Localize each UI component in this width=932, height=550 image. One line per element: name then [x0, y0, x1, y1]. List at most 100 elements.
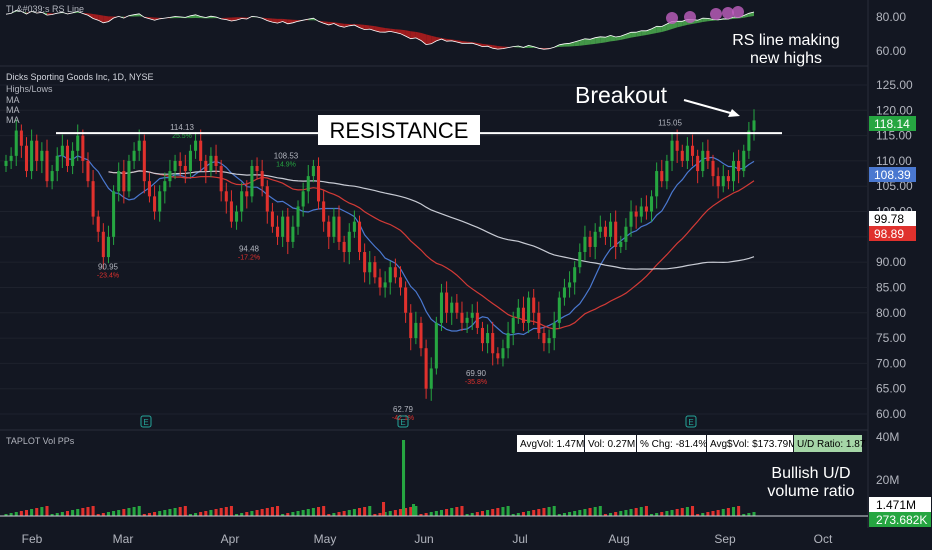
rs-fill-segment	[374, 26, 380, 33]
ma-mid-line	[108, 170, 755, 330]
volume-bar	[675, 509, 679, 516]
pivot-price: 62.79	[393, 405, 414, 414]
rs-fill-segment	[477, 42, 483, 47]
candle-body	[137, 140, 141, 151]
candle-body	[588, 236, 592, 247]
price-tick: 110.00	[876, 154, 912, 168]
volume-bar	[163, 510, 167, 516]
time-tick: Oct	[814, 532, 833, 546]
volume-bar	[655, 513, 659, 516]
candle-body	[542, 333, 546, 344]
volume-bar	[168, 509, 172, 516]
rs-fill-segment	[431, 35, 437, 44]
candle-body	[532, 297, 536, 313]
price-tick: 115.00	[876, 129, 912, 143]
candle-body	[650, 196, 654, 212]
candle-body	[14, 130, 18, 156]
time-tick: Jul	[512, 532, 527, 546]
volume-bar	[598, 506, 602, 516]
volume-current-badge-box	[869, 512, 931, 527]
volume-bar	[747, 513, 751, 516]
candle-body	[363, 252, 367, 273]
price-badge: 98.89	[874, 227, 904, 241]
volume-bar	[737, 506, 741, 516]
volume-bar	[424, 513, 428, 516]
volume-bar	[352, 509, 356, 516]
volume-bar	[50, 514, 54, 516]
candle-body	[404, 287, 408, 313]
volume-bar	[593, 507, 597, 516]
rs-fill-segment	[364, 24, 370, 30]
candle-body	[4, 160, 8, 166]
candle-body	[491, 333, 495, 354]
pivot-price: 69.90	[466, 369, 487, 378]
volume-bar	[711, 511, 715, 516]
candle-body	[562, 287, 566, 298]
rs-fill-segment	[426, 34, 432, 45]
volume-bar	[219, 508, 223, 516]
ud-ratio-box	[794, 435, 862, 452]
rs-fill-segment	[584, 38, 591, 46]
volume-bar	[434, 511, 438, 516]
candle-body	[65, 145, 70, 166]
rs-fill-segment	[656, 26, 662, 34]
volume-bar	[404, 508, 408, 516]
volume-bar	[629, 509, 633, 516]
volume-bar	[568, 512, 572, 516]
rs-fill-segment	[456, 40, 462, 44]
earnings-marker-label: E	[688, 418, 693, 427]
candle-body	[624, 226, 628, 242]
rs-fill-segment	[600, 36, 606, 44]
candle-body	[644, 206, 648, 212]
volume-panel-title: TAPLOT Vol PPs	[6, 436, 75, 446]
avgvol-stat: AvgVol: 1.47M	[520, 439, 584, 450]
volume-bar	[291, 512, 295, 516]
price-badge-box	[869, 167, 916, 182]
volume-bar	[96, 514, 100, 516]
rs-fill-segment	[344, 23, 350, 28]
price-tick: 60.00	[876, 407, 906, 421]
pctchg-stat: % Chg: -81.4%	[640, 439, 707, 450]
volume-bar	[281, 514, 285, 516]
pctchg-box	[637, 435, 706, 452]
candle-body	[147, 181, 151, 197]
candle-body	[209, 155, 213, 172]
volume-bar	[158, 511, 162, 516]
volume-bar	[245, 512, 249, 516]
volume-bar	[45, 506, 49, 516]
volume-bar	[255, 510, 259, 516]
volume-bar	[260, 509, 264, 516]
volume-bar	[4, 514, 8, 516]
candle-body	[711, 160, 715, 177]
price-badge: 99.78	[874, 212, 904, 226]
candle-body	[240, 191, 244, 212]
earnings-marker	[685, 415, 697, 428]
volume-bar	[460, 506, 464, 516]
volume-avg-badge: 1.471M	[876, 498, 916, 512]
candle-body	[50, 171, 54, 182]
rs-fill-segment	[641, 30, 647, 36]
volume-bar	[357, 508, 362, 516]
candle-body	[158, 191, 162, 212]
candle-body	[255, 165, 259, 172]
avgvol-box	[517, 435, 584, 452]
volume-bar	[76, 509, 80, 516]
candle-body	[527, 297, 531, 323]
candle-body	[168, 171, 172, 182]
rs-fill-segment	[323, 21, 329, 25]
price-tick: 90.00	[876, 255, 906, 269]
volume-spike	[412, 504, 416, 516]
candle-body	[96, 216, 100, 232]
rs-fill-segment	[631, 32, 637, 38]
candle-body	[465, 317, 469, 323]
volume-bar	[132, 507, 136, 516]
candle-body	[281, 216, 285, 237]
candle-body	[660, 171, 664, 182]
volume-tick-40m: 40M	[876, 430, 899, 444]
volume-bar	[752, 512, 756, 516]
candle-body	[557, 297, 561, 323]
time-tick: Mar	[113, 532, 134, 546]
volume-bar	[742, 514, 746, 516]
candle-body	[122, 171, 126, 192]
volume-bar	[363, 507, 367, 516]
